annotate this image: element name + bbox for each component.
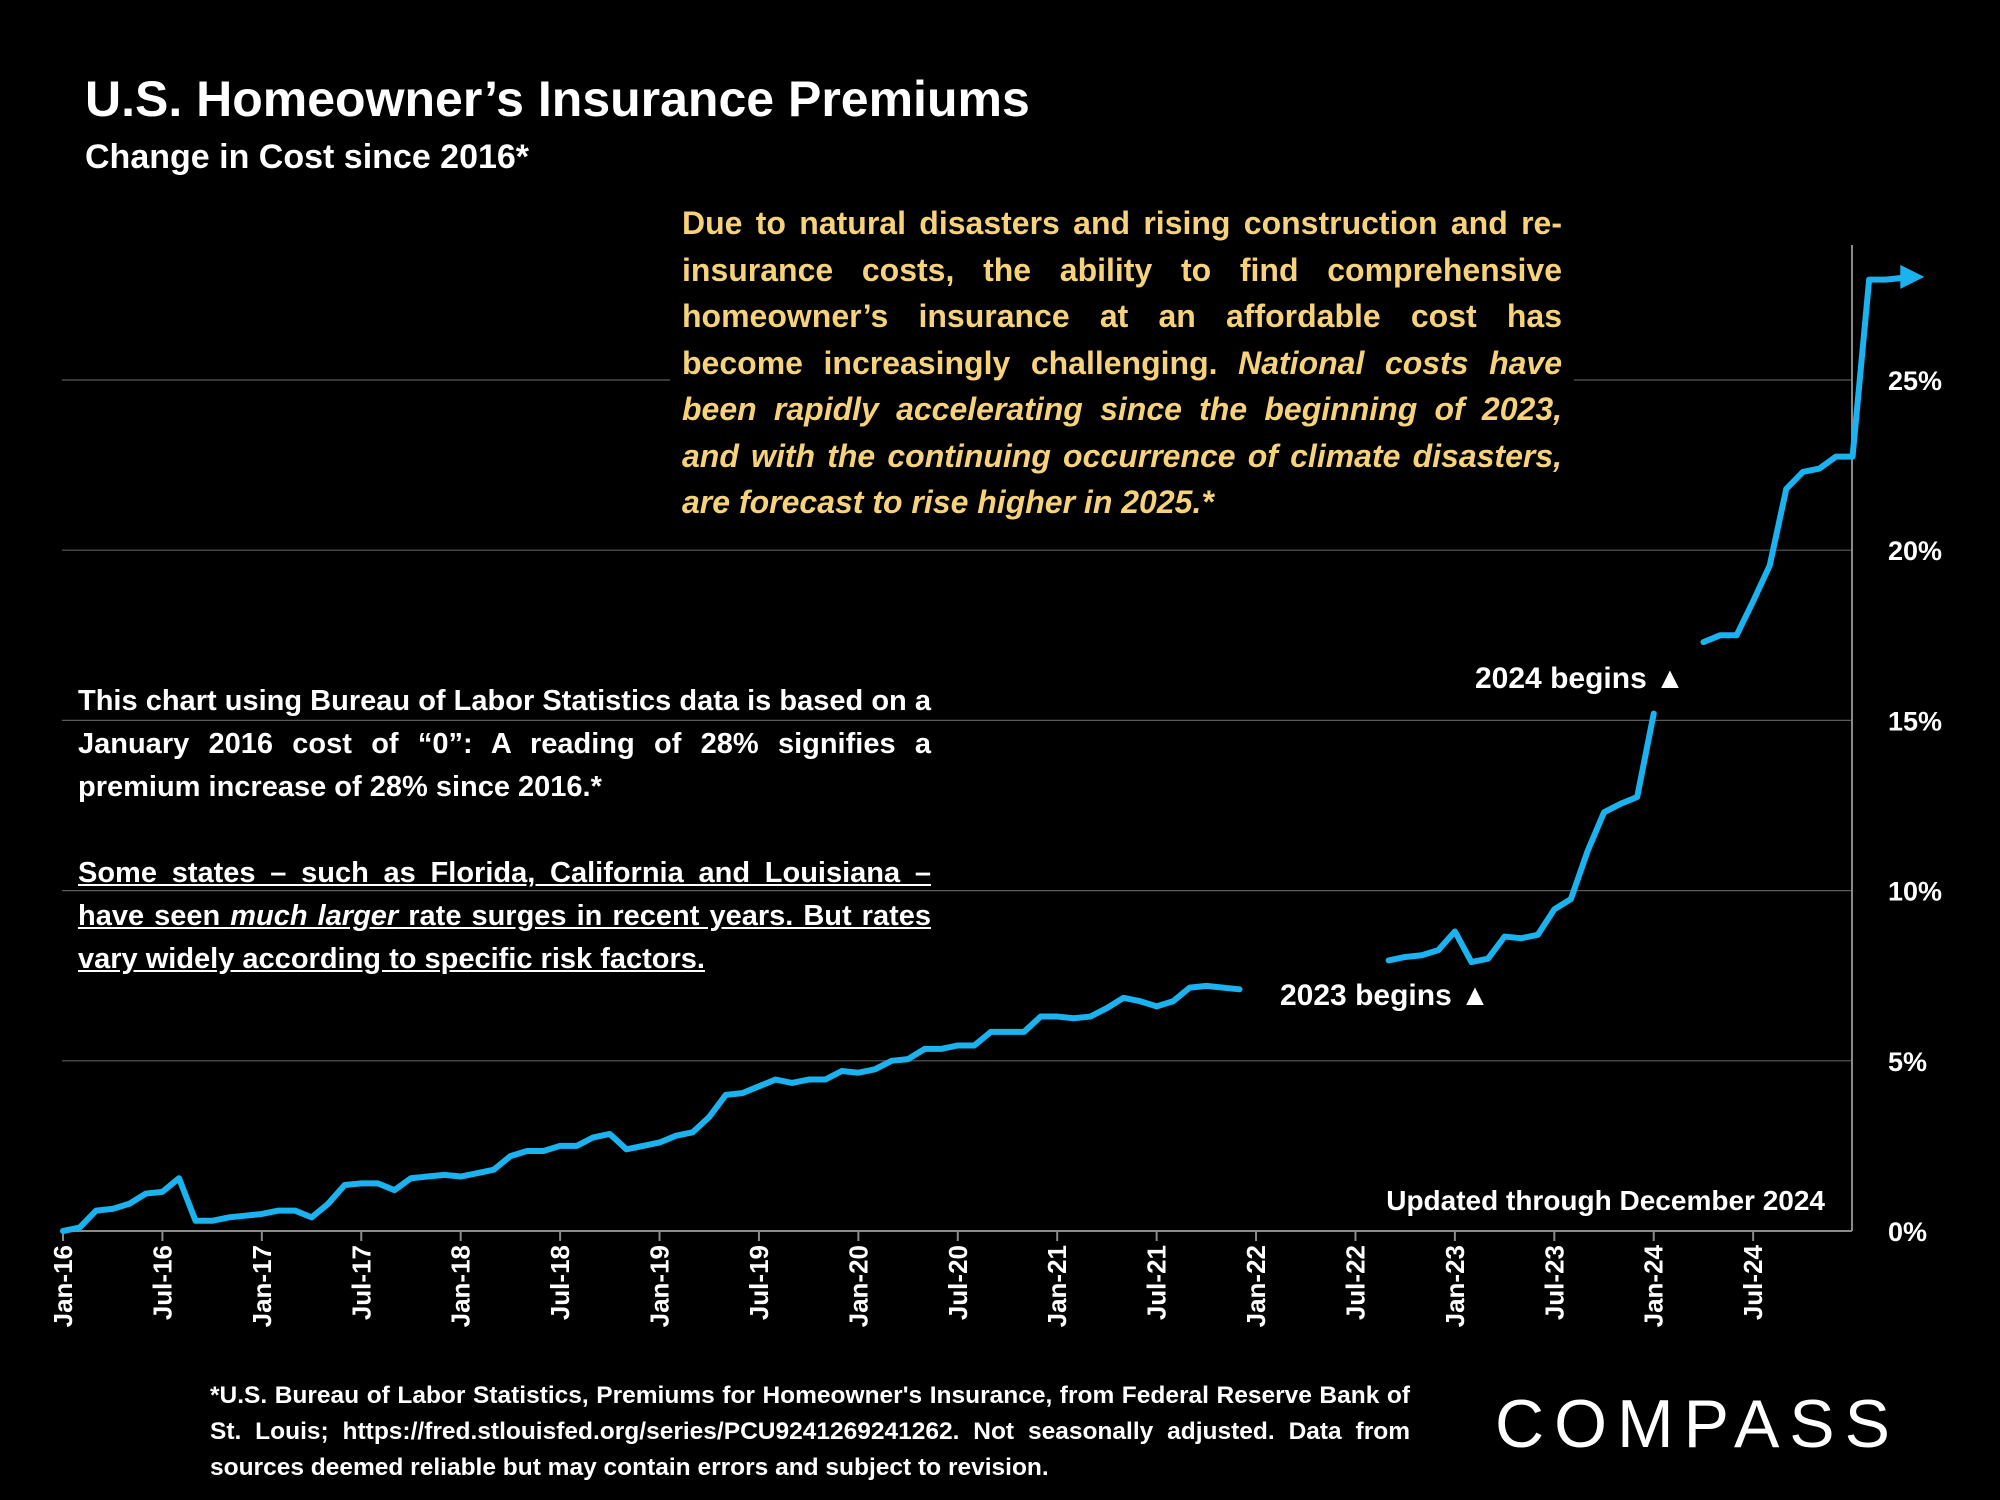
note-paragraph-1: This chart using Bureau of Labor Statist…	[78, 685, 931, 803]
x-tick-label: Jan-20	[843, 1245, 873, 1327]
series-line-segment	[60, 982, 1243, 1234]
chart-title: U.S. Homeowner’s Insurance Premiums	[85, 71, 1030, 127]
y-axis-ticks: 0% 5% 10% 15% 20% 25%	[1888, 366, 1942, 1247]
series-line-segment	[1700, 274, 1906, 646]
note-p2-end: rate surges in recent years. But rates v…	[78, 900, 931, 975]
y-tick-label: 20%	[1888, 536, 1942, 566]
x-tick-label: Jan-17	[247, 1245, 277, 1327]
x-tick-label: Jul-16	[147, 1245, 177, 1320]
x-tick-label: Jul-21	[1142, 1245, 1172, 1320]
y-tick-label: 25%	[1888, 366, 1942, 396]
source-footnote: *U.S. Bureau of Labor Statistics, Premiu…	[210, 1382, 1410, 1481]
annotation-italic-text: National costs have been rapidly acceler…	[682, 344, 1563, 521]
updated-note: Updated through December 2024	[1386, 1185, 1825, 1216]
y-tick-label: 0%	[1888, 1217, 1927, 1247]
x-tick-label: Jan-23	[1440, 1245, 1470, 1327]
x-tick-label: Jul-18	[545, 1245, 575, 1320]
x-tick-label: Jul-17	[346, 1245, 376, 1320]
x-tick-label: Jan-22	[1241, 1245, 1271, 1327]
note-p2-start: Some states – such as Florida, Californi…	[78, 857, 931, 932]
chart-note: This chart using Bureau of Labor Statist…	[78, 680, 939, 981]
series-line-segment	[1385, 710, 1657, 966]
x-tick-label: Jul-22	[1340, 1245, 1370, 1320]
x-tick-label: Jan-16	[48, 1245, 78, 1327]
x-tick-label: Jan-18	[446, 1245, 476, 1327]
y-tick-label: 10%	[1888, 877, 1942, 907]
x-tick-label: Jul-23	[1539, 1245, 1569, 1320]
y-tick-label: 5%	[1888, 1047, 1927, 1077]
x-tick-label: Jan-19	[645, 1245, 675, 1327]
x-tick-label: Jul-24	[1738, 1244, 1768, 1320]
note-paragraph-2: Some states – such as Florida, Californi…	[78, 852, 931, 981]
annotation-text: Due to natural disasters and rising cons…	[682, 205, 1562, 381]
note-p2-italic: much larger	[230, 900, 399, 932]
series-line	[60, 264, 1925, 1234]
x-axis-ticks: Jan-16 Jul-16 Jan-17 Jul-17 Jan-18 Jul-18 Jan-…	[48, 1231, 1768, 1327]
y-tick-label: 15%	[1888, 706, 1942, 736]
x-tick-label: Jul-20	[943, 1245, 973, 1320]
x-tick-label: Jan-24	[1639, 1244, 1669, 1327]
x-tick-label: Jan-21	[1042, 1245, 1072, 1327]
chart-subtitle: Change in Cost since 2016*	[85, 138, 530, 176]
annotation-2023-begins: 2023 begins ▲	[1272, 975, 1498, 1017]
annotation-2024-begins: 2024 begins ▲	[1467, 658, 1693, 700]
series-arrowhead	[1900, 264, 1925, 289]
x-tick-label: Jul-19	[744, 1245, 774, 1320]
chart-annotation-main: Due to natural disasters and rising cons…	[670, 200, 1574, 526]
compass-logo: COMPASS	[1495, 1386, 1901, 1462]
